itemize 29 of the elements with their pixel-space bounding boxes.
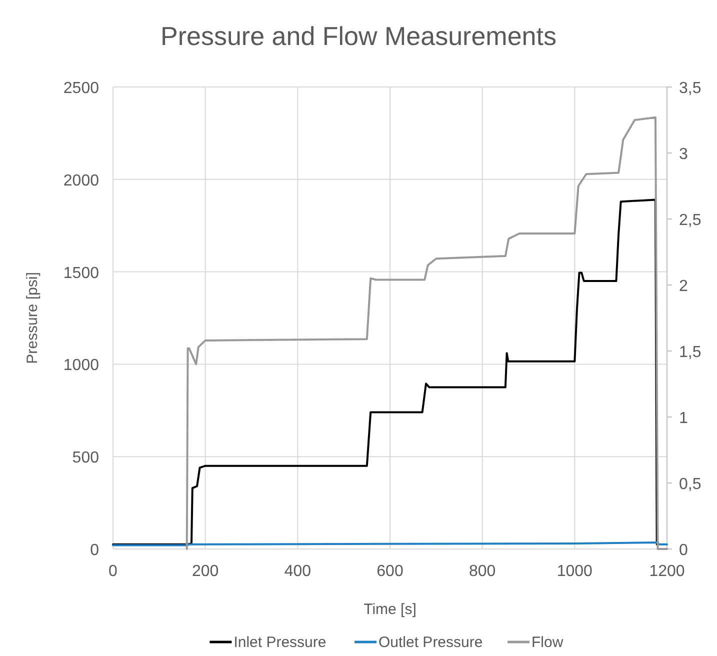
y-tick-label: 0 [90, 542, 100, 559]
y-tick-label: 1500 [63, 264, 100, 282]
y2-tick-label: 1 [679, 410, 688, 427]
y2-tick-label: 3,5 [679, 80, 702, 97]
y-tick-label: 500 [72, 450, 100, 467]
x-axis-title: Time [s] [364, 601, 416, 618]
y2-tick-label: 0 [679, 542, 688, 559]
legend-label: Flow [532, 634, 564, 651]
x-tick-label: 1000 [556, 563, 593, 580]
y2-tick-label: 2,5 [679, 212, 702, 229]
y-tick-label: 2500 [63, 80, 100, 97]
y-tick-label: 1000 [63, 357, 100, 374]
y2-tick-label: 2 [679, 278, 688, 295]
y-tick-label: 2000 [63, 172, 100, 190]
x-tick-label: 400 [284, 563, 312, 580]
x-tick-label: 1200 [649, 563, 685, 580]
y-axis-title: Pressure [psi] [24, 272, 41, 364]
line-series [186, 116, 668, 550]
legend-label: Outlet Pressure [378, 634, 483, 651]
legend-label: Inlet Pressure [234, 634, 326, 651]
y2-tick-label: 1,5 [679, 344, 702, 361]
line-series [112, 198, 658, 546]
y2-tick-label: 0,5 [679, 476, 702, 493]
chart-title: Pressure and Flow Measurements [160, 21, 556, 51]
x-tick-label: 600 [376, 563, 404, 580]
x-tick-label: 200 [192, 563, 219, 580]
x-tick-label: 0 [108, 563, 118, 580]
y2-tick-label: 3 [679, 146, 688, 163]
x-tick-label: 800 [468, 563, 496, 580]
